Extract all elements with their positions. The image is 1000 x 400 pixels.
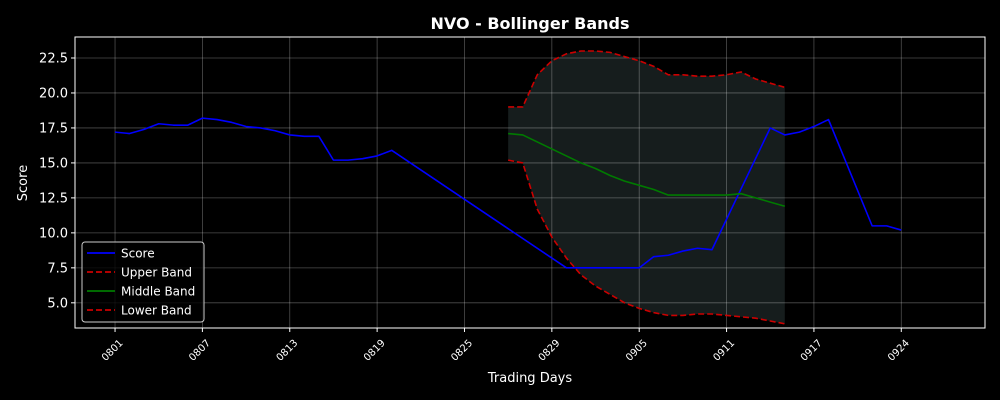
x-axis-label: Trading Days xyxy=(487,371,572,386)
legend-entry: Score xyxy=(121,247,155,261)
series-line-score xyxy=(114,117,902,269)
y-axis-label: Score xyxy=(16,165,31,201)
y-tick-label: 7.5 xyxy=(47,261,68,276)
series-line-lower-band xyxy=(508,159,785,325)
legend-box xyxy=(81,241,205,323)
y-tick-label: 15.0 xyxy=(39,156,68,171)
y-tick-label: 12.5 xyxy=(39,191,68,206)
y-tick-label: 5.0 xyxy=(47,296,68,311)
y-tick-label: 22.5 xyxy=(39,51,68,66)
legend-entry: Middle Band xyxy=(121,285,195,299)
legend-entry: Lower Band xyxy=(121,304,192,318)
series-line-upper-band xyxy=(508,50,786,108)
plot-frame xyxy=(74,36,986,329)
series-line-middle-band xyxy=(508,132,786,208)
legend: Score Upper Band Middle Band Lower Band xyxy=(81,241,205,323)
y-tick-label: 10.0 xyxy=(39,226,68,241)
y-tick-label: 20.0 xyxy=(39,86,68,101)
legend-entry: Upper Band xyxy=(121,266,192,280)
y-tick-label: 17.5 xyxy=(39,121,68,136)
chart-title: NVO - Bollinger Bands xyxy=(430,14,629,33)
